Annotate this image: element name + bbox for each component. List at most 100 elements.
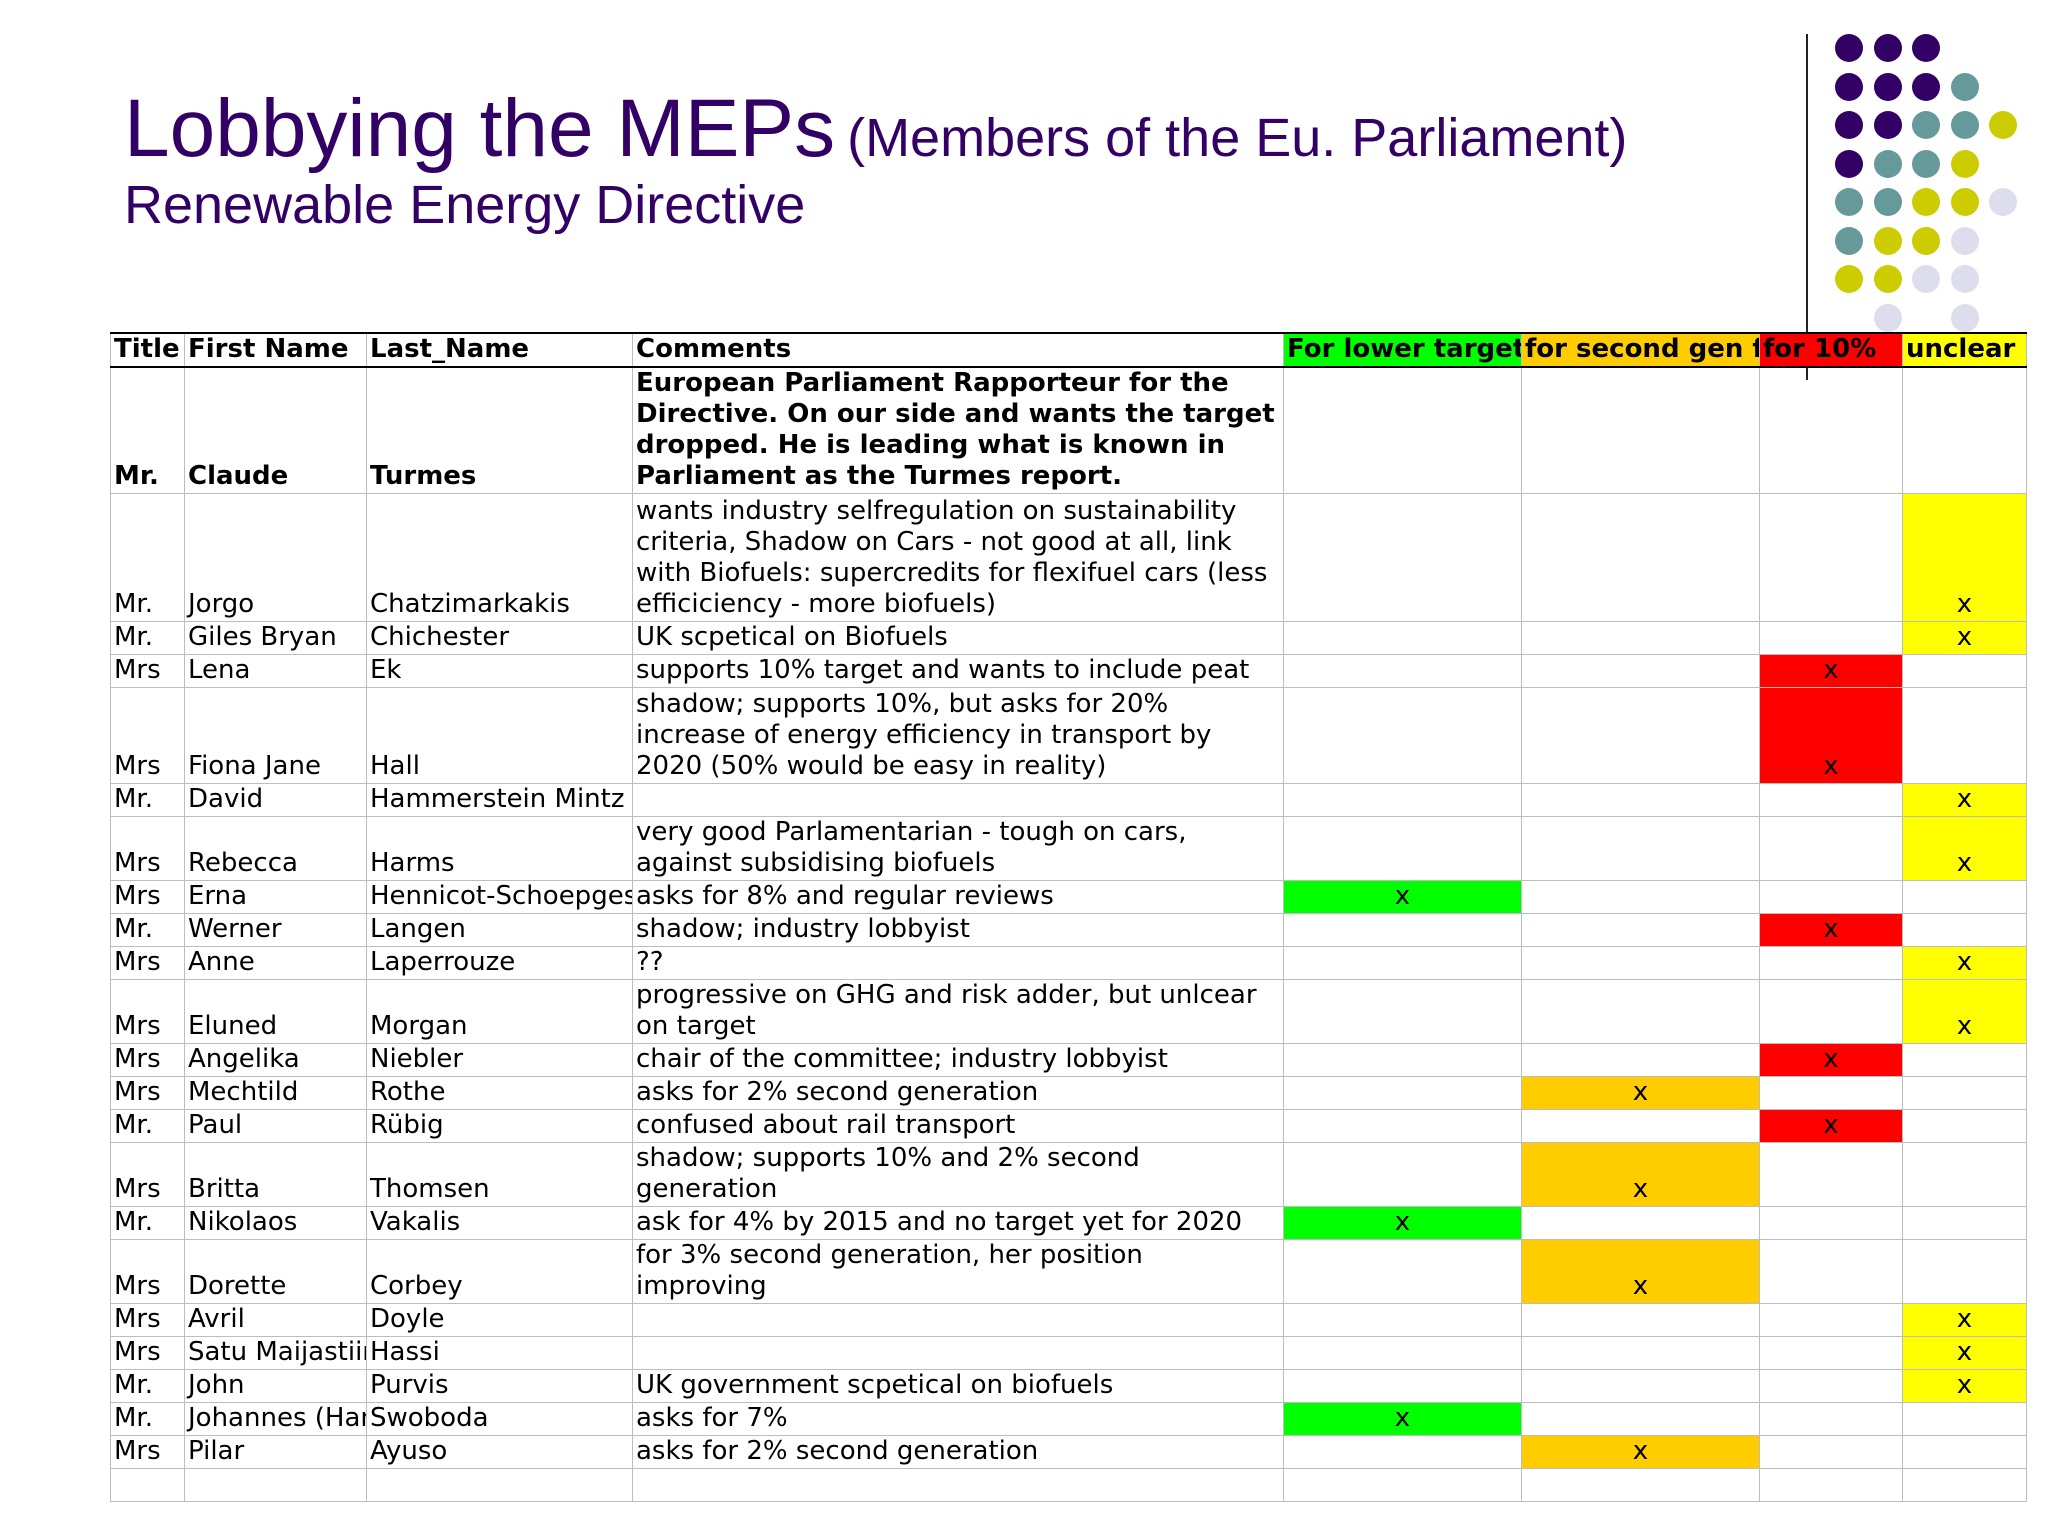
decorative-dot [1873, 265, 1902, 293]
cell-first-name: David [184, 783, 367, 817]
cell-title: Mrs [110, 654, 185, 688]
cell-last-name: Ek [366, 654, 633, 688]
decorative-dot [1912, 149, 1940, 178]
cell-title: Mrs [110, 1142, 185, 1207]
table-row: Mrs Dorette Corbey for 3% second generation… [110, 1239, 2027, 1304]
cell-title: Mrs [110, 687, 185, 784]
cell-ten-mark [1759, 816, 1903, 881]
mep-table: Title First Name Last_Name Comments For … [110, 332, 2027, 1502]
cell-unclear-mark [1902, 1402, 2027, 1436]
cell-unclear-mark: x [1902, 1303, 2027, 1337]
table-row: Mr. John Purvis UK government scpetical on … [110, 1369, 2027, 1403]
cell-second-mark [1521, 621, 1760, 655]
cell-first-name: Paul [184, 1109, 367, 1143]
decorative-dot [1989, 188, 2017, 216]
cell-second-mark [1521, 1109, 1760, 1143]
cell-comments: UK scpetical on Biofuels [632, 621, 1284, 655]
cell-comments: very good Parlamentarian - tough on cars… [632, 816, 1284, 881]
cell-comments [632, 1336, 1284, 1370]
cell-first-name: Avril [184, 1303, 367, 1337]
cell-comments: ?? [632, 946, 1284, 980]
cell-comments: ask for 4% by 2015 and no target yet for… [632, 1206, 1284, 1240]
cell-comments: asks for 7% [632, 1402, 1284, 1436]
cell-lower-mark [1283, 1303, 1522, 1337]
cell-second-mark [1521, 654, 1760, 688]
cell-unclear-mark [1902, 366, 2027, 494]
cell-first-name: Erna [184, 880, 367, 914]
table-row: Mr. Nikolaos Vakalis ask for 4% by 2015 and… [110, 1206, 2027, 1240]
cell-ten-mark: x [1759, 687, 1903, 784]
cell-first-name: Johannes (Hannes) [184, 1402, 367, 1436]
cell-second-mark: x [1521, 1142, 1760, 1207]
cell-last-name: Hall [366, 687, 633, 784]
cell-lower-mark [1283, 1468, 1522, 1502]
cell-lower-mark [1283, 687, 1522, 784]
cell-ten-mark [1759, 1206, 1903, 1240]
cell-last-name: Rübig [366, 1109, 633, 1143]
cell-last-name: Chichester [366, 621, 633, 655]
cell-unclear-mark: x [1902, 493, 2027, 622]
table-row [110, 1468, 2027, 1502]
cell-comments: asks for 2% second generation [632, 1076, 1284, 1110]
cell-title: Mr. [110, 1206, 185, 1240]
cell-ten-mark: x [1759, 1043, 1903, 1077]
cell-second-mark [1521, 1402, 1760, 1436]
decorative-dot [1989, 111, 2017, 139]
table-row: Mrs Rebecca Harms very good Parlamentarian … [110, 816, 2027, 881]
cell-lower-mark: x [1283, 1402, 1522, 1436]
decorative-dot [1912, 188, 1940, 216]
cell-ten-mark [1759, 1402, 1903, 1436]
cell-title: Mr. [110, 493, 185, 622]
cell-comments: European Parliament Rapporteur for the D… [632, 366, 1284, 494]
cell-ten-mark [1759, 366, 1903, 494]
cell-unclear-mark: x [1902, 1369, 2027, 1403]
cell-unclear-mark: x [1902, 946, 2027, 980]
decorative-dot [1835, 149, 1863, 178]
decorative-dot [1873, 72, 1902, 101]
decorative-dot [1835, 111, 1863, 139]
cell-title: Mrs [110, 1336, 185, 1370]
title-main: Lobbying the MEPs [124, 83, 836, 174]
cell-last-name: Harms [366, 816, 633, 881]
cell-lower-mark [1283, 913, 1522, 947]
table-row: Mrs Erna Hennicot-Schoepges asks for 8% and… [110, 880, 2027, 914]
cell-title: Mr. [110, 1109, 185, 1143]
cell-comments [632, 1468, 1284, 1502]
decorative-dot [1950, 72, 1979, 101]
cell-unclear-mark: x [1902, 979, 2027, 1044]
table-row: Mr. Giles Bryan Chichester UK scpetical on … [110, 621, 2027, 655]
decorative-dot [1873, 188, 1902, 216]
cell-second-mark: x [1521, 1076, 1760, 1110]
cell-last-name: Chatzimarkakis [366, 493, 633, 622]
table-row: Mrs Angelika Niebler chair of the committee… [110, 1043, 2027, 1077]
cell-title [110, 1468, 185, 1502]
cell-first-name: Fiona Jane [184, 687, 367, 784]
cell-second-mark [1521, 1043, 1760, 1077]
cell-title: Mrs [110, 1435, 185, 1469]
table-row: Mr. Jorgo Chatzimarkakis wants industry sel… [110, 493, 2027, 622]
cell-second-mark [1521, 783, 1760, 817]
cell-first-name: Jorgo [184, 493, 367, 622]
cell-title: Mr. [110, 783, 185, 817]
cell-title: Mrs [110, 1239, 185, 1304]
table-row: Mr. David Hammerstein Mintz x [110, 783, 2027, 817]
cell-first-name: Giles Bryan [184, 621, 367, 655]
cell-unclear-mark: x [1902, 1336, 2027, 1370]
cell-title: Mrs [110, 816, 185, 881]
table-row: Mrs Eluned Morgan progressive on GHG and ri… [110, 979, 2027, 1044]
cell-second-mark [1521, 366, 1760, 494]
header-second-gen: for second gen fuels [1521, 332, 1760, 368]
table-row: Mrs Avril Doyle x [110, 1303, 2027, 1337]
cell-ten-mark [1759, 1369, 1903, 1403]
cell-second-mark [1521, 687, 1760, 784]
cell-last-name: Doyle [366, 1303, 633, 1337]
cell-ten-mark [1759, 946, 1903, 980]
cell-ten-mark [1759, 1076, 1903, 1110]
cell-unclear-mark [1902, 1109, 2027, 1143]
cell-title: Mr. [110, 621, 185, 655]
cell-last-name: Corbey [366, 1239, 633, 1304]
cell-lower-mark [1283, 816, 1522, 881]
table-row: Mrs Fiona Jane Hall shadow; supports 10%, b… [110, 687, 2027, 784]
